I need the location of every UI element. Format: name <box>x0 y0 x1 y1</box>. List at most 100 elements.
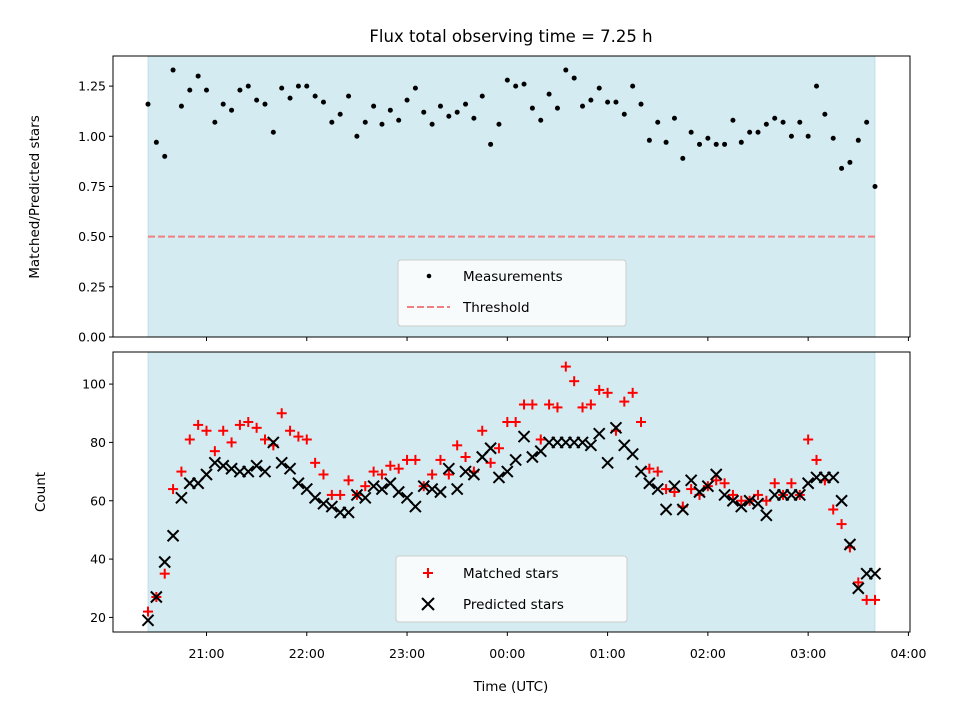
x-tick-label: 00:00 <box>489 646 525 661</box>
predicted-point <box>459 465 472 478</box>
predicted-stars-series <box>141 421 882 627</box>
predicted-point-b <box>526 450 539 464</box>
measurement-point <box>454 109 460 115</box>
matched-point <box>627 387 638 398</box>
measurement-point <box>747 129 753 135</box>
matched-point <box>452 440 463 451</box>
predicted-point-b <box>743 494 756 507</box>
predicted-point <box>684 474 698 487</box>
measurement-point <box>563 67 569 73</box>
measurement-point <box>379 121 385 127</box>
matched-point <box>861 594 872 605</box>
predicted-point-b <box>250 459 263 472</box>
matched-point <box>209 446 220 457</box>
predicted-point-b <box>509 453 522 467</box>
predicted-point <box>584 439 598 452</box>
predicted-point <box>359 491 372 505</box>
predicted-point-b <box>584 439 598 452</box>
predicted-point-b <box>216 459 230 472</box>
measurement-point <box>621 111 627 117</box>
measurement-point <box>613 99 619 105</box>
top-x-axis-ticks <box>205 337 909 341</box>
matched-point <box>836 519 847 530</box>
measurement-point <box>270 129 276 135</box>
predicted-point <box>827 471 840 484</box>
measurement-point <box>463 101 469 107</box>
predicted-point <box>225 462 238 475</box>
matched-point <box>218 425 229 436</box>
matched-point <box>427 469 438 480</box>
measurement-point <box>814 83 820 89</box>
legend-matched-marker <box>423 568 433 578</box>
predicted-point-b <box>618 439 631 452</box>
predicted-point <box>292 477 305 490</box>
predicted-point-b <box>726 494 740 507</box>
top-y-tick-label: 0.75 <box>78 179 106 194</box>
predicted-point-b <box>425 482 439 496</box>
predicted-point-b <box>375 482 389 496</box>
predicted-point <box>258 465 272 478</box>
predicted-point <box>868 567 882 580</box>
predicted-point <box>576 436 589 449</box>
predicted-point <box>141 614 155 627</box>
predicted-point-b <box>200 468 213 481</box>
measurement-point <box>713 141 719 147</box>
measurement-point <box>730 117 736 123</box>
measurement-point <box>538 117 544 123</box>
measurement-point <box>788 133 794 139</box>
legend-measurements-label: Measurements <box>463 269 563 285</box>
matched-point <box>502 417 513 427</box>
measurement-point <box>663 139 669 145</box>
predicted-point-b <box>517 430 531 443</box>
predicted-point-b <box>359 491 372 505</box>
predicted-point <box>659 503 673 516</box>
predicted-point <box>450 482 464 496</box>
predicted-point <box>609 421 623 435</box>
predicted-point <box>158 555 171 569</box>
matched-point <box>193 419 204 430</box>
bottom-panel: 20 40 60 80 100 21:00 22:00 23:00 00:00 01:00 02:… <box>33 351 926 695</box>
predicted-point-b <box>208 456 222 470</box>
matched-point <box>811 454 822 465</box>
matched-point <box>326 489 337 500</box>
measurement-point <box>178 103 184 109</box>
measurements-series <box>145 67 878 189</box>
measurement-point <box>580 103 586 109</box>
predicted-point <box>751 497 765 510</box>
predicted-point <box>726 494 740 507</box>
predicted-point-b <box>668 479 681 493</box>
predicted-point-b <box>258 465 272 478</box>
predicted-point-b <box>793 488 807 502</box>
measurement-point <box>170 67 176 73</box>
measurement-point <box>254 97 260 103</box>
matched-point <box>510 417 521 427</box>
predicted-point-b <box>593 427 606 440</box>
matched-stars-series <box>143 361 880 617</box>
measurement-point <box>262 101 268 107</box>
top-legend-box <box>397 259 627 327</box>
measurement-point <box>287 95 293 101</box>
matched-point <box>527 399 538 410</box>
measurement-point <box>245 83 251 89</box>
matched-point <box>368 466 379 477</box>
matched-point <box>335 489 346 500</box>
measurement-point <box>320 99 326 105</box>
x-tick-label: 21:00 <box>188 646 224 661</box>
predicted-point <box>325 500 339 513</box>
measurement-point <box>688 129 694 135</box>
predicted-point-b <box>417 479 430 493</box>
matched-point <box>803 434 814 445</box>
predicted-point-b <box>158 555 171 569</box>
predicted-point-b <box>643 477 656 490</box>
measurement-point <box>546 91 552 97</box>
matched-point <box>285 425 296 436</box>
matched-point <box>460 452 471 462</box>
measurement-point <box>571 75 577 81</box>
predicted-point-b <box>175 491 188 505</box>
matched-point <box>159 568 170 579</box>
matched-point <box>276 408 287 419</box>
predicted-point-b <box>166 529 180 542</box>
matched-point <box>376 469 387 480</box>
measurement-point <box>203 87 209 93</box>
predicted-point <box>275 456 288 470</box>
